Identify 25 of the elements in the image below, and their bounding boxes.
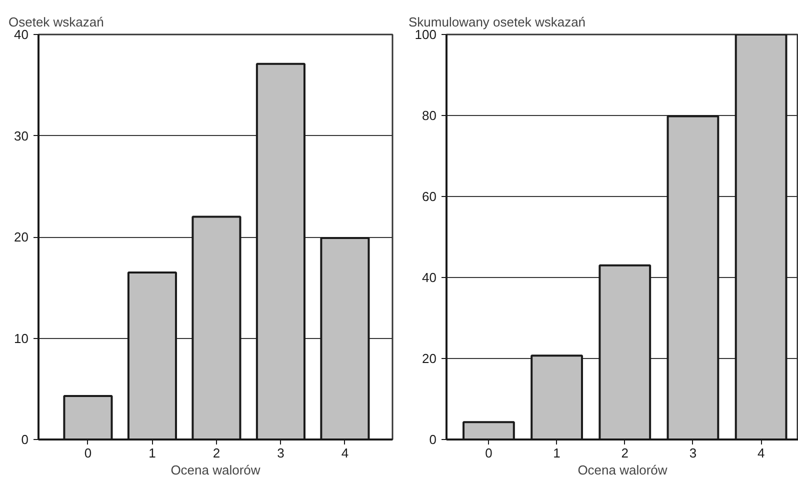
chart-title: Skumulowany osetek wskazań bbox=[408, 14, 586, 30]
y-tick-label: 20 bbox=[14, 230, 29, 244]
y-tick-label: 40 bbox=[422, 270, 437, 285]
y-tick-label: 80 bbox=[422, 108, 437, 123]
x-tick-label: 4 bbox=[341, 446, 349, 460]
y-tick-label: 0 bbox=[21, 432, 29, 447]
chart-title: Osetek wskazań bbox=[8, 14, 104, 30]
x-axis-title: Ocena walorów bbox=[170, 462, 261, 478]
y-tick-label: 100 bbox=[414, 27, 437, 42]
y-tick-label: 0 bbox=[429, 432, 437, 447]
x-axis-title: Ocena walorów bbox=[578, 462, 668, 478]
x-tick-label: 2 bbox=[212, 446, 220, 460]
x-tick-label: 3 bbox=[277, 446, 284, 460]
x-tick-label: 1 bbox=[553, 446, 560, 460]
y-tick-label: 30 bbox=[14, 128, 29, 144]
x-tick-label: 0 bbox=[485, 446, 492, 460]
x-tick-label: 0 bbox=[84, 446, 92, 460]
x-tick-label: 3 bbox=[689, 446, 697, 460]
x-tick-label: 2 bbox=[621, 446, 628, 460]
y-tick-label: 10 bbox=[14, 330, 29, 346]
y-tick-label: 60 bbox=[422, 189, 437, 204]
y-tick-label: 40 bbox=[14, 27, 29, 42]
y-tick-label: 20 bbox=[422, 351, 437, 366]
x-tick-label: 1 bbox=[148, 446, 156, 460]
x-tick-label: 4 bbox=[757, 446, 765, 460]
